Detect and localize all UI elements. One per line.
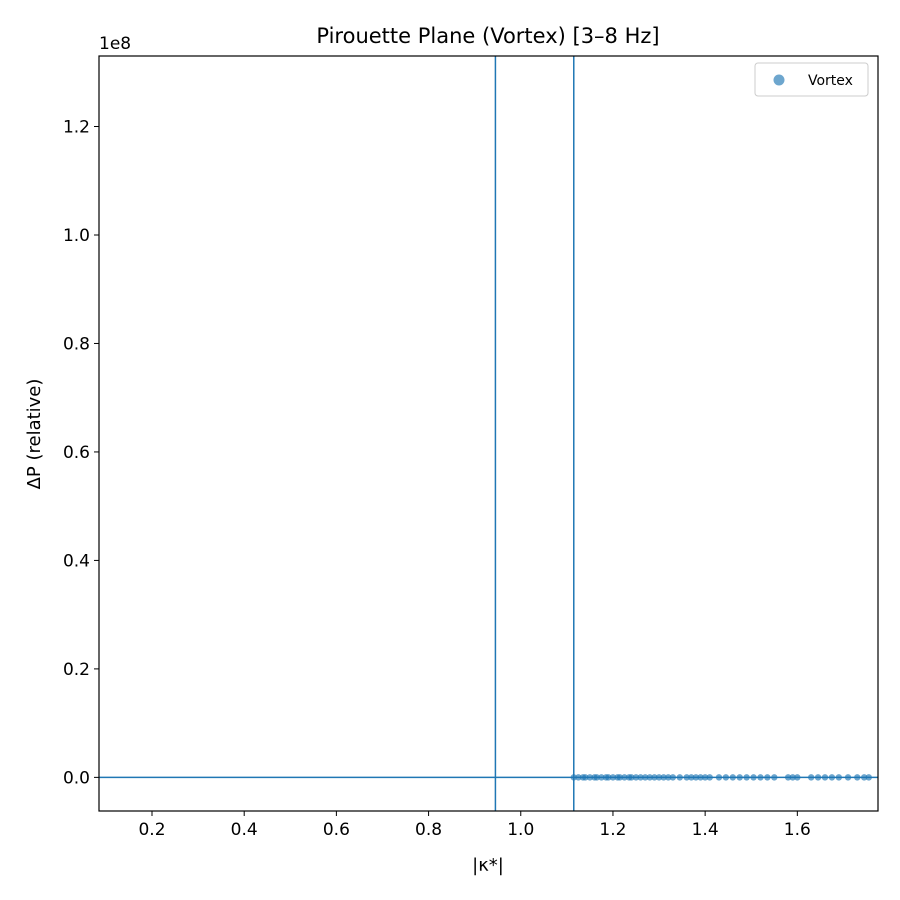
- data-point: [660, 774, 667, 781]
- data-point: [616, 774, 624, 781]
- data-point: [642, 774, 649, 781]
- x-axis-ticks: 0.2 0.4 0.6 0.8 1.0 1.2 1.4 1.6: [138, 811, 811, 840]
- data-point: [582, 774, 589, 781]
- data-point: [665, 774, 672, 781]
- data-point: [736, 774, 743, 781]
- data-point: [807, 774, 815, 781]
- y-tick-label: 1.2: [63, 118, 90, 138]
- y-tick-label: 0.0: [63, 768, 90, 788]
- data-point: [609, 774, 617, 781]
- data-point: [860, 774, 868, 781]
- data-point: [669, 774, 677, 781]
- data-point: [697, 774, 704, 781]
- data-point: [683, 774, 690, 781]
- legend: Vortex: [754, 62, 869, 97]
- data-point: [628, 774, 635, 781]
- data-point: [605, 774, 612, 781]
- data-point: [757, 774, 764, 781]
- data-point: [692, 774, 700, 781]
- data-point: [676, 774, 683, 781]
- y-tick-label: 0.4: [63, 551, 90, 571]
- y-axis-ticks: 0.0 0.2 0.4 0.6 0.8 1.0 1.2: [63, 118, 99, 788]
- data-point: [854, 774, 861, 781]
- y-tick-label: 0.2: [63, 660, 90, 680]
- y-tick-label: 0.6: [63, 443, 90, 463]
- data-point: [575, 774, 582, 781]
- x-tick-label: 1.0: [507, 820, 534, 840]
- y-tick-label: 1.0: [63, 226, 90, 246]
- x-tick-label: 0.6: [323, 820, 350, 840]
- plot-frame: [98, 55, 879, 812]
- plot-area: [99, 56, 878, 811]
- data-point: [771, 774, 778, 781]
- data-point: [814, 774, 822, 781]
- data-point: [651, 774, 658, 781]
- data-point: [621, 774, 628, 781]
- x-tick-label: 0.4: [231, 820, 258, 840]
- data-point: [784, 774, 792, 781]
- data-point: [701, 774, 709, 781]
- data-point: [586, 774, 594, 781]
- data-point: [598, 774, 605, 781]
- data-point: [632, 774, 640, 781]
- data-point: [646, 774, 654, 781]
- data-point: [722, 774, 730, 781]
- data-point: [750, 774, 757, 781]
- data-point: [729, 774, 737, 781]
- legend-marker: [773, 74, 785, 86]
- x-tick-label: 1.6: [784, 820, 811, 840]
- data-point: [637, 774, 644, 781]
- data-point: [593, 774, 601, 781]
- data-point: [655, 774, 663, 781]
- data-points: [570, 774, 872, 781]
- y-tick-label: 0.8: [63, 334, 90, 354]
- data-point: [844, 774, 852, 781]
- legend-label: Vortex: [808, 73, 853, 89]
- data-point: [794, 774, 801, 781]
- data-point: [835, 774, 843, 781]
- data-point: [828, 774, 836, 781]
- data-point: [821, 774, 829, 781]
- x-tick-label: 0.8: [415, 820, 442, 840]
- x-axis-label: |κ*|: [472, 855, 504, 876]
- y-offset-label: 1e8: [99, 34, 131, 54]
- x-tick-label: 1.4: [692, 820, 719, 840]
- chart-title: Pirouette Plane (Vortex) [3–8 Hz]: [316, 24, 659, 48]
- data-point: [688, 774, 695, 781]
- data-point: [764, 774, 771, 781]
- x-tick-label: 1.2: [599, 820, 626, 840]
- data-point: [706, 774, 713, 781]
- data-point: [743, 774, 750, 781]
- data-point: [789, 774, 796, 781]
- data-point: [715, 774, 723, 781]
- data-point: [865, 774, 872, 781]
- data-point: [570, 774, 577, 781]
- x-tick-label: 0.2: [138, 820, 165, 840]
- y-axis-label: ΔP (relative): [24, 379, 45, 490]
- legend-box: [754, 62, 869, 97]
